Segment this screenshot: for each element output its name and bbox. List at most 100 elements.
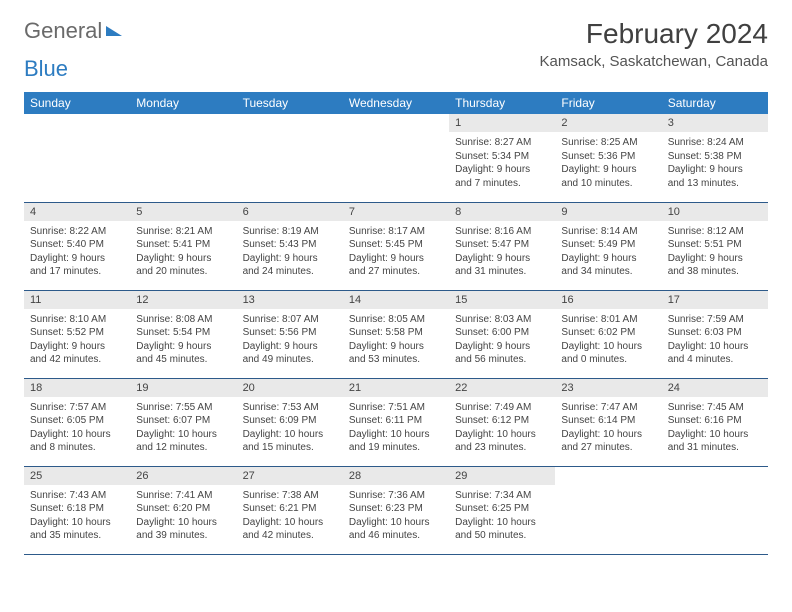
calendar-cell: 18Sunrise: 7:57 AMSunset: 6:05 PMDayligh…: [24, 378, 130, 466]
day-number: 26: [130, 467, 236, 485]
day-number: 9: [555, 203, 661, 221]
day-number: 4: [24, 203, 130, 221]
day-details: Sunrise: 7:41 AMSunset: 6:20 PMDaylight:…: [130, 485, 236, 549]
calendar-cell: 8Sunrise: 8:16 AMSunset: 5:47 PMDaylight…: [449, 202, 555, 290]
calendar-week-row: 18Sunrise: 7:57 AMSunset: 6:05 PMDayligh…: [24, 378, 768, 466]
day-number: 3: [662, 114, 768, 132]
day-header: Saturday: [662, 92, 768, 114]
day-details: Sunrise: 8:21 AMSunset: 5:41 PMDaylight:…: [130, 221, 236, 285]
calendar-cell: 14Sunrise: 8:05 AMSunset: 5:58 PMDayligh…: [343, 290, 449, 378]
calendar-cell: 5Sunrise: 8:21 AMSunset: 5:41 PMDaylight…: [130, 202, 236, 290]
calendar-week-row: 4Sunrise: 8:22 AMSunset: 5:40 PMDaylight…: [24, 202, 768, 290]
calendar-cell: [662, 466, 768, 554]
day-number: 2: [555, 114, 661, 132]
calendar-cell: 7Sunrise: 8:17 AMSunset: 5:45 PMDaylight…: [343, 202, 449, 290]
calendar-cell: 6Sunrise: 8:19 AMSunset: 5:43 PMDaylight…: [237, 202, 343, 290]
day-number: 22: [449, 379, 555, 397]
calendar-cell: [24, 114, 130, 202]
calendar-cell: 22Sunrise: 7:49 AMSunset: 6:12 PMDayligh…: [449, 378, 555, 466]
day-header: Tuesday: [237, 92, 343, 114]
day-number: 20: [237, 379, 343, 397]
day-header: Monday: [130, 92, 236, 114]
day-number: 23: [555, 379, 661, 397]
day-details: Sunrise: 7:36 AMSunset: 6:23 PMDaylight:…: [343, 485, 449, 549]
day-header: Friday: [555, 92, 661, 114]
location-text: Kamsack, Saskatchewan, Canada: [540, 53, 768, 70]
calendar-body: 1Sunrise: 8:27 AMSunset: 5:34 PMDaylight…: [24, 114, 768, 554]
day-number: 5: [130, 203, 236, 221]
day-details: Sunrise: 8:17 AMSunset: 5:45 PMDaylight:…: [343, 221, 449, 285]
calendar-cell: 26Sunrise: 7:41 AMSunset: 6:20 PMDayligh…: [130, 466, 236, 554]
day-details: Sunrise: 7:57 AMSunset: 6:05 PMDaylight:…: [24, 397, 130, 461]
day-details: Sunrise: 7:49 AMSunset: 6:12 PMDaylight:…: [449, 397, 555, 461]
calendar-cell: 1Sunrise: 8:27 AMSunset: 5:34 PMDaylight…: [449, 114, 555, 202]
calendar-cell: 11Sunrise: 8:10 AMSunset: 5:52 PMDayligh…: [24, 290, 130, 378]
day-header: Wednesday: [343, 92, 449, 114]
day-number: 19: [130, 379, 236, 397]
day-details: Sunrise: 7:34 AMSunset: 6:25 PMDaylight:…: [449, 485, 555, 549]
calendar-cell: [237, 114, 343, 202]
calendar-cell: 23Sunrise: 7:47 AMSunset: 6:14 PMDayligh…: [555, 378, 661, 466]
day-details: Sunrise: 8:01 AMSunset: 6:02 PMDaylight:…: [555, 309, 661, 373]
calendar-cell: 10Sunrise: 8:12 AMSunset: 5:51 PMDayligh…: [662, 202, 768, 290]
day-details: Sunrise: 8:19 AMSunset: 5:43 PMDaylight:…: [237, 221, 343, 285]
calendar-cell: 21Sunrise: 7:51 AMSunset: 6:11 PMDayligh…: [343, 378, 449, 466]
page-title: February 2024: [540, 18, 768, 50]
day-details: Sunrise: 8:16 AMSunset: 5:47 PMDaylight:…: [449, 221, 555, 285]
calendar-cell: 28Sunrise: 7:36 AMSunset: 6:23 PMDayligh…: [343, 466, 449, 554]
calendar-week-row: 25Sunrise: 7:43 AMSunset: 6:18 PMDayligh…: [24, 466, 768, 554]
day-number: 12: [130, 291, 236, 309]
calendar-cell: [343, 114, 449, 202]
calendar-week-row: 1Sunrise: 8:27 AMSunset: 5:34 PMDaylight…: [24, 114, 768, 202]
day-number: 11: [24, 291, 130, 309]
calendar-cell: 19Sunrise: 7:55 AMSunset: 6:07 PMDayligh…: [130, 378, 236, 466]
day-details: Sunrise: 8:27 AMSunset: 5:34 PMDaylight:…: [449, 132, 555, 196]
calendar-cell: 12Sunrise: 8:08 AMSunset: 5:54 PMDayligh…: [130, 290, 236, 378]
calendar-head: SundayMondayTuesdayWednesdayThursdayFrid…: [24, 92, 768, 114]
calendar-cell: 4Sunrise: 8:22 AMSunset: 5:40 PMDaylight…: [24, 202, 130, 290]
day-number: 10: [662, 203, 768, 221]
day-details: Sunrise: 7:47 AMSunset: 6:14 PMDaylight:…: [555, 397, 661, 461]
day-details: Sunrise: 8:12 AMSunset: 5:51 PMDaylight:…: [662, 221, 768, 285]
day-number: 24: [662, 379, 768, 397]
day-number: 17: [662, 291, 768, 309]
day-number: 1: [449, 114, 555, 132]
calendar-week-row: 11Sunrise: 8:10 AMSunset: 5:52 PMDayligh…: [24, 290, 768, 378]
day-number: 16: [555, 291, 661, 309]
day-details: Sunrise: 8:07 AMSunset: 5:56 PMDaylight:…: [237, 309, 343, 373]
calendar-cell: 17Sunrise: 7:59 AMSunset: 6:03 PMDayligh…: [662, 290, 768, 378]
day-details: Sunrise: 7:59 AMSunset: 6:03 PMDaylight:…: [662, 309, 768, 373]
day-number: 21: [343, 379, 449, 397]
calendar-cell: [130, 114, 236, 202]
calendar-cell: 13Sunrise: 8:07 AMSunset: 5:56 PMDayligh…: [237, 290, 343, 378]
day-details: Sunrise: 8:22 AMSunset: 5:40 PMDaylight:…: [24, 221, 130, 285]
calendar-cell: 9Sunrise: 8:14 AMSunset: 5:49 PMDaylight…: [555, 202, 661, 290]
day-details: Sunrise: 7:38 AMSunset: 6:21 PMDaylight:…: [237, 485, 343, 549]
day-number: 6: [237, 203, 343, 221]
calendar-cell: 16Sunrise: 8:01 AMSunset: 6:02 PMDayligh…: [555, 290, 661, 378]
logo: General: [24, 18, 122, 44]
calendar-cell: 20Sunrise: 7:53 AMSunset: 6:09 PMDayligh…: [237, 378, 343, 466]
calendar-cell: 15Sunrise: 8:03 AMSunset: 6:00 PMDayligh…: [449, 290, 555, 378]
day-number: 15: [449, 291, 555, 309]
logo-text-general: General: [24, 18, 102, 44]
calendar-table: SundayMondayTuesdayWednesdayThursdayFrid…: [24, 92, 768, 555]
calendar-cell: 29Sunrise: 7:34 AMSunset: 6:25 PMDayligh…: [449, 466, 555, 554]
calendar-cell: [555, 466, 661, 554]
title-block: February 2024 Kamsack, Saskatchewan, Can…: [540, 18, 768, 70]
day-number: 18: [24, 379, 130, 397]
calendar-cell: 2Sunrise: 8:25 AMSunset: 5:36 PMDaylight…: [555, 114, 661, 202]
day-number: 7: [343, 203, 449, 221]
day-header: Thursday: [449, 92, 555, 114]
day-details: Sunrise: 8:24 AMSunset: 5:38 PMDaylight:…: [662, 132, 768, 196]
day-number: 8: [449, 203, 555, 221]
day-number: 25: [24, 467, 130, 485]
day-number: 29: [449, 467, 555, 485]
day-number: 13: [237, 291, 343, 309]
day-number: 27: [237, 467, 343, 485]
day-details: Sunrise: 8:08 AMSunset: 5:54 PMDaylight:…: [130, 309, 236, 373]
day-details: Sunrise: 8:03 AMSunset: 6:00 PMDaylight:…: [449, 309, 555, 373]
day-details: Sunrise: 8:10 AMSunset: 5:52 PMDaylight:…: [24, 309, 130, 373]
calendar-cell: 25Sunrise: 7:43 AMSunset: 6:18 PMDayligh…: [24, 466, 130, 554]
day-details: Sunrise: 7:43 AMSunset: 6:18 PMDaylight:…: [24, 485, 130, 549]
